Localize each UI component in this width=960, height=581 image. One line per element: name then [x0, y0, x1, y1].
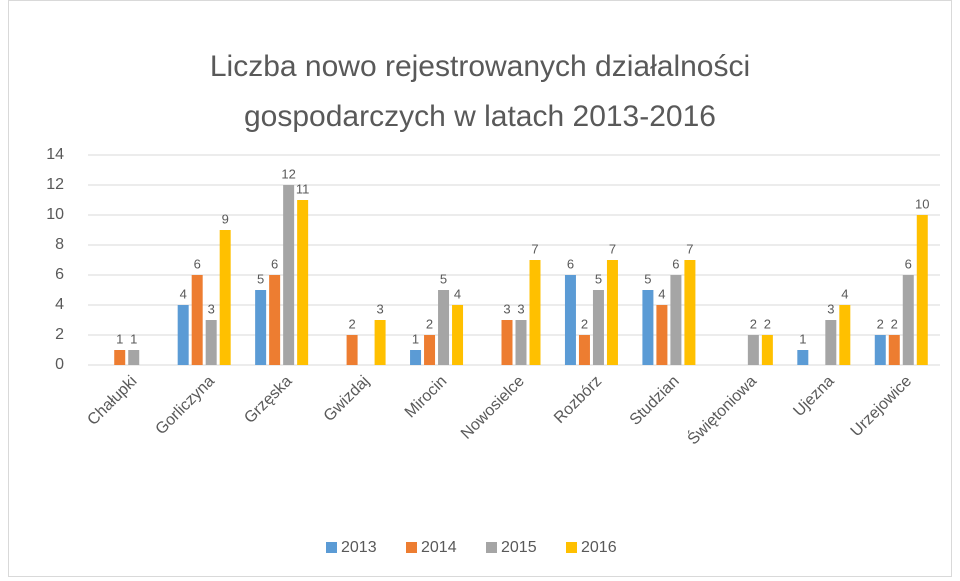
bar	[191, 275, 203, 365]
bar	[592, 290, 604, 365]
y-tick-label: 8	[55, 236, 64, 253]
data-label: 1	[130, 331, 137, 346]
data-label: 6	[672, 256, 679, 271]
bar	[410, 350, 422, 365]
chart-border	[8, 0, 952, 577]
bar	[825, 320, 837, 365]
bar	[670, 275, 682, 365]
data-label: 5	[257, 271, 264, 286]
bar	[578, 335, 590, 365]
data-label: 2	[750, 316, 757, 331]
legend-swatch	[486, 542, 497, 553]
data-label: 3	[517, 301, 524, 316]
data-label: 1	[116, 331, 123, 346]
bar	[642, 290, 654, 365]
bar	[529, 260, 541, 365]
data-label: 7	[531, 241, 538, 256]
bar	[452, 305, 464, 365]
bar	[283, 185, 295, 365]
bar	[606, 260, 618, 365]
legend-swatch	[566, 542, 577, 553]
bar	[761, 335, 773, 365]
bar	[114, 350, 126, 365]
data-label: 1	[412, 331, 419, 346]
bar	[839, 305, 851, 365]
bar	[902, 275, 914, 365]
bar	[888, 335, 900, 365]
bar	[128, 350, 140, 365]
chart-title: Liczba nowo rejestrowanych działalności …	[209, 50, 751, 133]
data-label: 4	[180, 286, 187, 301]
data-label: 7	[686, 241, 693, 256]
data-label: 3	[376, 301, 383, 316]
data-label: 7	[609, 241, 616, 256]
legend-label: 2016	[581, 539, 617, 556]
legend-swatch	[326, 542, 337, 553]
y-tick-label: 14	[46, 146, 64, 163]
data-label: 6	[905, 256, 912, 271]
data-label: 4	[841, 286, 848, 301]
bar	[424, 335, 436, 365]
legend-label: 2014	[421, 539, 457, 556]
data-label: 5	[440, 271, 447, 286]
data-label: 3	[208, 301, 215, 316]
data-label: 2	[877, 316, 884, 331]
legend-label: 2015	[501, 539, 537, 556]
data-label: 11	[296, 181, 310, 196]
data-label: 2	[348, 316, 355, 331]
data-label: 5	[644, 271, 651, 286]
data-label: 6	[567, 256, 574, 271]
y-tick-label: 2	[55, 326, 64, 343]
bar	[346, 335, 358, 365]
data-label: 3	[827, 301, 834, 316]
data-label: 2	[426, 316, 433, 331]
data-label: 9	[222, 211, 229, 226]
bar	[797, 350, 809, 365]
data-label: 5	[595, 271, 602, 286]
y-tick-label: 6	[55, 266, 64, 283]
y-tick-label: 0	[55, 356, 64, 373]
bar	[269, 275, 281, 365]
y-tick-label: 4	[55, 296, 64, 313]
legend-swatch	[406, 542, 417, 553]
bar	[219, 230, 231, 365]
bar	[916, 215, 928, 365]
bar	[564, 275, 576, 365]
bar	[874, 335, 886, 365]
data-label: 6	[194, 256, 201, 271]
y-tick-label: 12	[46, 176, 64, 193]
legend-label: 2013	[341, 539, 377, 556]
data-label: 4	[454, 286, 461, 301]
bar	[684, 260, 696, 365]
bar	[374, 320, 386, 365]
bar	[255, 290, 267, 365]
data-label: 2	[581, 316, 588, 331]
bar	[515, 320, 527, 365]
bar	[205, 320, 217, 365]
data-label: 12	[281, 166, 295, 181]
data-label: 2	[764, 316, 771, 331]
bar	[438, 290, 450, 365]
bar	[177, 305, 189, 365]
bar	[501, 320, 513, 365]
bar	[297, 200, 309, 365]
bar	[747, 335, 759, 365]
data-label: 1	[799, 331, 806, 346]
y-tick-label: 10	[46, 206, 64, 223]
bar	[656, 305, 668, 365]
data-label: 2	[891, 316, 898, 331]
data-label: 6	[271, 256, 278, 271]
data-label: 3	[503, 301, 510, 316]
data-label: 10	[915, 196, 929, 211]
data-label: 4	[658, 286, 665, 301]
